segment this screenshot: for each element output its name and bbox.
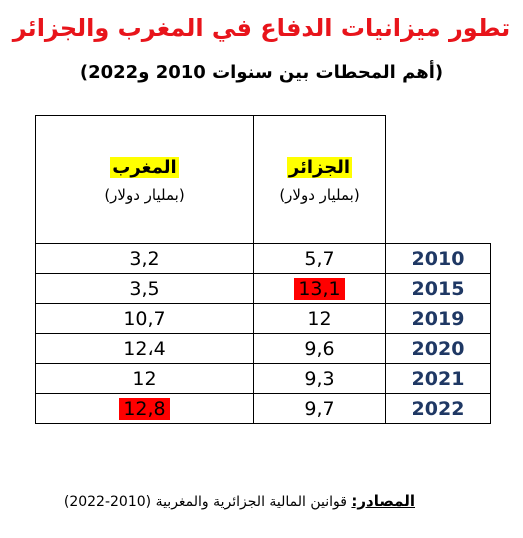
footer-text: قوانين المالية الجزائرية والمغربية (2010… (63, 494, 347, 510)
year-cell: 2022 (385, 393, 491, 424)
cell: 13,1 (253, 273, 386, 304)
cell: 10,7 (35, 303, 254, 334)
cell: 3,5 (35, 273, 254, 304)
budget-table: المغرب (بمليار دولار) الجزائر (بمليار دولا… (35, 115, 491, 424)
footer-label: المصادر: (351, 492, 415, 510)
cell: 12 (253, 303, 386, 334)
header-cell: الجزائر (بمليار دولار) (253, 115, 386, 244)
year-cell: 2015 (385, 273, 491, 304)
cell: 12،4 (35, 333, 254, 364)
title: تطور ميزانيات الدفاع في المغرب والجزائر (12, 14, 511, 42)
year-cell: 2021 (385, 363, 491, 394)
cell: 9,7 (253, 393, 386, 424)
cell: 9,6 (253, 333, 386, 364)
cell: 12,8 (35, 393, 254, 424)
year-cell: 2019 (385, 303, 491, 334)
column-unit: (بمليار دولار) (279, 185, 360, 204)
cell: 3,2 (35, 243, 254, 274)
cell: 5,7 (253, 243, 386, 274)
year-cell: 2010 (385, 243, 491, 274)
highlighted-value: 12,8 (119, 397, 170, 420)
cell: 12 (35, 363, 254, 394)
year-cell: 2020 (385, 333, 491, 364)
column-name: الجزائر (286, 156, 353, 178)
subtitle: (أهم المحطات بين سنوات 2010 و2022) (79, 62, 444, 83)
footer: المصادر: قوانين المالية الجزائرية والمغر… (64, 492, 415, 510)
highlighted-value: 13,1 (294, 277, 345, 300)
column-unit: (بمليار دولار) (104, 185, 185, 204)
column-name: المغرب (110, 156, 179, 178)
header-cell: المغرب (بمليار دولار) (35, 115, 254, 244)
blank-cell (385, 115, 491, 244)
cell: 9,3 (253, 363, 386, 394)
